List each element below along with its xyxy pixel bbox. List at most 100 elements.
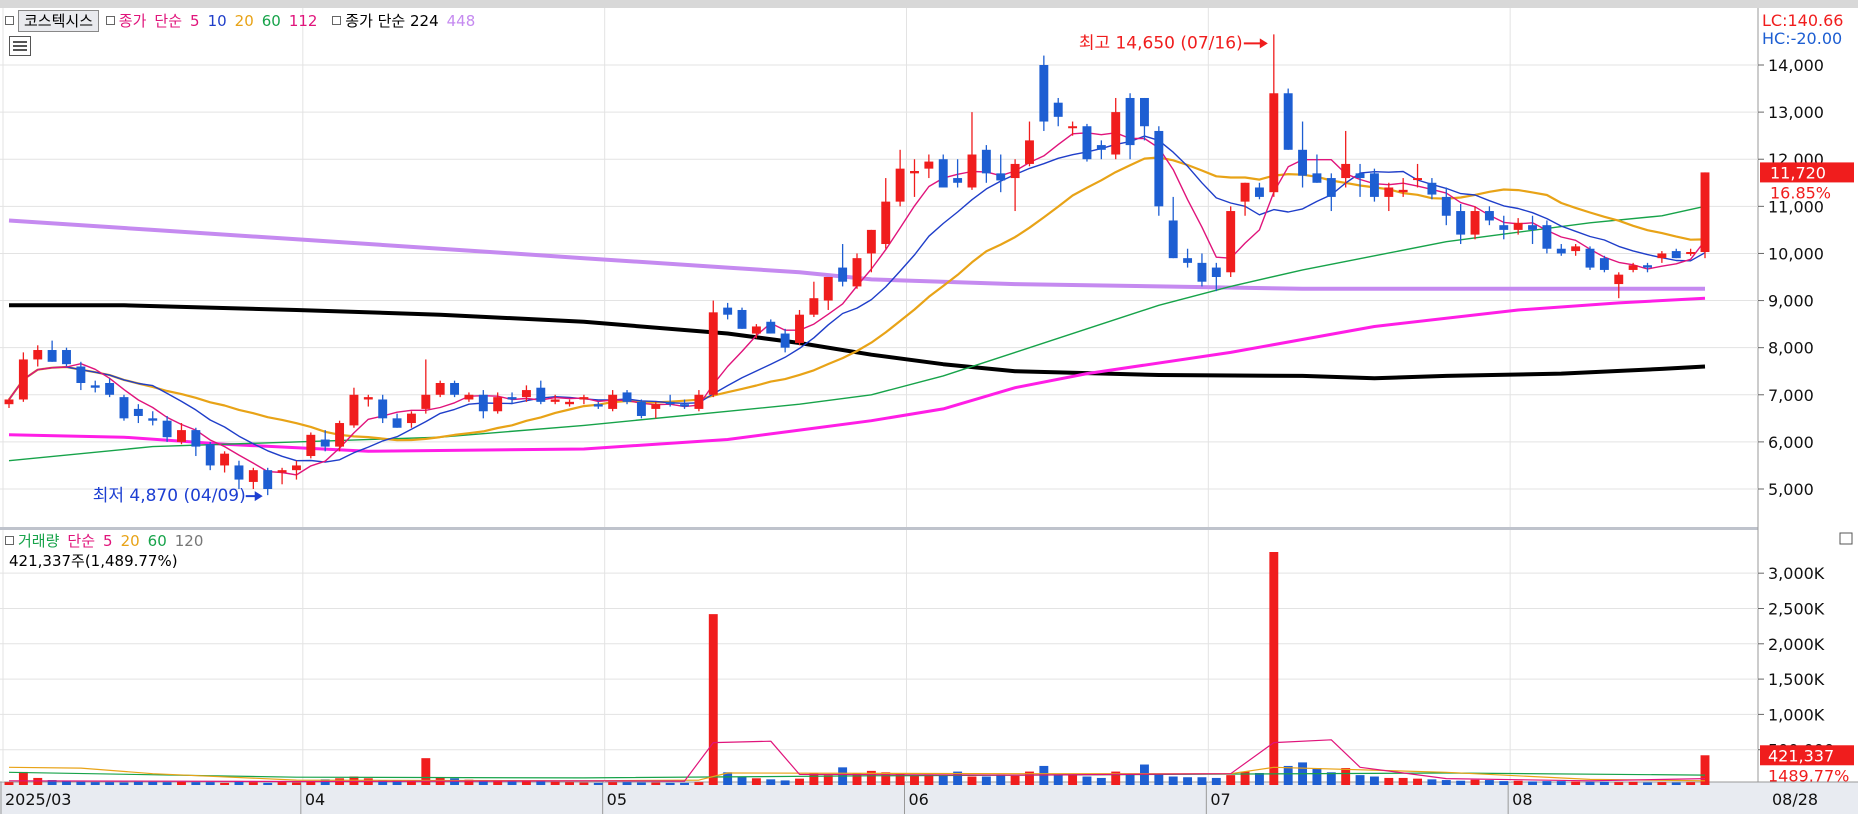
ma448-line <box>8 218 1705 291</box>
candle-body <box>550 399 560 402</box>
ma-legend-square-icon[interactable] <box>105 16 115 25</box>
volume-bar <box>1671 782 1681 785</box>
candle-body <box>306 434 316 457</box>
candle-body <box>910 171 919 174</box>
candle-body <box>1111 112 1121 155</box>
candle-body <box>292 465 301 471</box>
candle-body <box>1355 173 1365 179</box>
candle-body <box>708 312 718 395</box>
candle-body <box>1528 225 1537 230</box>
volume-bar <box>1484 780 1494 785</box>
candle-body <box>924 161 934 169</box>
volume-bar <box>1441 780 1451 785</box>
price-legend-item-3[interactable]: 10 <box>207 12 227 30</box>
price-legend-item-4[interactable]: 20 <box>234 12 254 30</box>
volume-bar <box>680 782 689 785</box>
ma112-line <box>8 296 1706 453</box>
candle-body <box>651 404 661 409</box>
price-legend-item-1[interactable]: 단순 <box>154 12 183 30</box>
volume-bar <box>1096 777 1106 785</box>
volume-bar <box>277 782 287 785</box>
date-axis-bg <box>0 782 1858 814</box>
price-legend-item-2[interactable]: 5 <box>190 12 200 30</box>
candle-body <box>18 359 28 400</box>
high-arrow-icon <box>1259 38 1268 49</box>
long-ma-legend-item-0[interactable]: 종가 단순 224 <box>345 12 439 30</box>
volume-bar <box>866 770 876 785</box>
candle-body <box>62 350 71 365</box>
candle-body <box>1398 189 1408 193</box>
volume-bar <box>852 772 862 785</box>
long-ma-legend-item-1[interactable]: 448 <box>446 12 476 30</box>
volume-legend-item-1[interactable]: 단순 <box>67 532 96 550</box>
volume-legend-item-3[interactable]: 20 <box>120 532 140 550</box>
candle-body <box>895 168 905 202</box>
candle-body <box>536 387 546 402</box>
price-legend-item-6[interactable]: 112 <box>288 12 318 30</box>
volume-bar <box>1254 772 1264 785</box>
candle-body <box>493 397 503 412</box>
price-legend-square-icon[interactable] <box>5 16 14 25</box>
candle-body <box>1571 246 1581 252</box>
volume-bar <box>953 771 963 785</box>
volume-bar <box>76 781 86 785</box>
date-axis-label: 08/28 <box>1772 790 1818 809</box>
candles <box>4 34 1710 496</box>
volume-legend-item-5[interactable]: 120 <box>174 532 204 550</box>
volume-ma20-line <box>8 766 1706 782</box>
candle-body <box>636 401 646 416</box>
candle-body <box>392 418 402 428</box>
price-legend-item-0[interactable]: 종가 <box>118 12 147 30</box>
volume-legend-square-icon[interactable] <box>5 536 14 545</box>
price-axis-label: 10,000 <box>1768 244 1824 263</box>
price-legend-item-5[interactable]: 60 <box>261 12 281 30</box>
candle-body <box>1556 248 1566 254</box>
candle-body <box>838 267 848 282</box>
candle-body <box>33 350 43 360</box>
stock-name-button[interactable]: 코스텍시스 <box>18 10 100 32</box>
candle-body <box>450 383 460 395</box>
candle-body <box>1269 93 1279 193</box>
candle-body <box>1298 149 1308 176</box>
candle-body <box>1599 258 1609 270</box>
candle-body <box>823 277 833 301</box>
grid-lines <box>0 8 1758 782</box>
volume-legend-item-2[interactable]: 5 <box>103 532 113 550</box>
volume-bar <box>1369 776 1379 785</box>
volume-bar <box>392 780 402 785</box>
volume-axis-label: 1,500K <box>1768 670 1825 689</box>
date-axis-label: 06 <box>908 790 928 809</box>
candle-body <box>996 173 1006 181</box>
candle-body <box>105 383 115 395</box>
volume-bar <box>1053 774 1063 785</box>
volume-bar <box>421 758 431 785</box>
volume-bar <box>579 782 589 785</box>
candle-body <box>205 444 215 466</box>
volume-bar <box>162 782 172 785</box>
volume-bar <box>90 782 100 785</box>
volume-bar <box>478 780 488 785</box>
volume-bar <box>593 782 603 785</box>
volume-bar <box>967 776 977 785</box>
long-ma-legend-square-icon[interactable] <box>332 16 342 25</box>
candle-body <box>780 333 790 348</box>
candle-body <box>680 404 689 407</box>
candle-body <box>1240 182 1250 202</box>
candle-body <box>953 178 963 183</box>
candle-body <box>478 394 488 412</box>
volume-axis-label: 1,000K <box>1768 705 1825 724</box>
volume-bar <box>1585 781 1595 785</box>
candle-body <box>1283 93 1293 150</box>
calendar-icon[interactable] <box>9 36 31 56</box>
candle-body <box>1513 222 1523 230</box>
candle-body <box>1226 211 1236 273</box>
volume-legend-item-4[interactable]: 60 <box>147 532 167 550</box>
volume-legend-item-0[interactable]: 거래량 <box>18 532 60 550</box>
candle-body <box>1096 145 1106 150</box>
candle-body <box>1614 274 1624 285</box>
candle-body <box>795 314 804 343</box>
panel-divider <box>0 527 1858 530</box>
volume-bar <box>723 772 733 785</box>
price-axis-label: 6,000 <box>1768 433 1814 452</box>
candle-body <box>1499 225 1509 230</box>
